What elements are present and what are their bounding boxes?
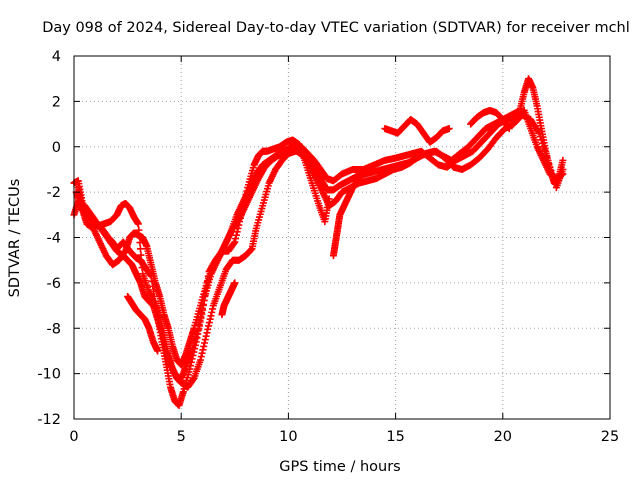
data-point [540,143,548,151]
x-tick-label: 15 [386,429,404,445]
y-axis-label: SDTVAR / TECUs [7,179,23,298]
data-point [231,279,239,287]
data-point [134,220,142,228]
data-point [549,173,557,181]
data-point [504,123,512,131]
data-point [204,325,212,333]
y-tick-label: -4 [47,231,61,247]
data-point [232,235,240,243]
data-point [202,332,210,340]
data-point [559,156,567,164]
x-axis-label: GPS time / hours [279,459,400,475]
data-point [361,167,369,175]
data-point [505,125,513,133]
series-trace-6 [218,279,239,319]
y-tick-label: 4 [52,49,61,65]
axis-ticks: 0 5 10 15 20 25 -12 -10 -8 -6 -4 -2 0 2 4 [37,49,619,445]
data-point [559,165,567,173]
data-point [543,153,551,161]
data-point [197,353,205,361]
data-point [537,136,545,144]
series-trace-7 [329,165,370,260]
x-tick-label: 20 [494,429,512,445]
y-tick-label: 2 [52,94,61,110]
data-point [362,165,370,173]
data-point [209,305,217,313]
data-point [137,251,145,259]
data-point [546,163,554,171]
data-point [203,329,211,337]
y-tick-label: -6 [47,276,61,292]
data-point [548,170,556,178]
data-point [206,315,214,323]
data-point [547,167,555,175]
data-point [138,257,146,265]
data-point [445,125,453,133]
data-point [205,319,213,327]
data-point [541,146,549,154]
series-trace-5 [124,292,162,355]
x-tick-label: 10 [279,429,297,445]
data-point [544,156,552,164]
y-tick-label: -2 [47,185,61,201]
data-point [207,312,215,320]
series-trace-9 [467,106,513,133]
series-trace-8 [381,116,453,146]
x-tick-label: 0 [69,429,78,445]
x-tick-label: 5 [177,429,186,445]
data-point [136,245,144,253]
data-point [198,349,206,357]
data-point [196,356,204,364]
data-point [200,342,208,350]
y-tick-label: -12 [37,412,61,428]
data-point [232,231,240,239]
data-point [542,150,550,158]
data-point [154,347,162,355]
series-trace-3 [70,75,567,384]
y-tick-label: -10 [37,367,61,383]
data-point [538,139,546,147]
series-trace-1 [70,136,333,409]
data-point [208,308,216,316]
data-point [201,336,209,344]
x-tick-label: 25 [601,429,619,445]
grid [74,56,610,419]
y-tick-label: -8 [47,321,61,337]
data-points [70,75,567,409]
y-tick-label: 0 [52,140,61,156]
data-point [535,129,543,137]
chart-title: Day 098 of 2024, Sidereal Day-to-day VTE… [42,20,630,36]
data-point [545,160,553,168]
data-point [201,339,209,347]
data-point [138,264,146,272]
data-point [536,133,544,141]
data-point [233,228,241,236]
series-trace-4 [74,111,567,369]
data-point [247,246,255,254]
data-point [230,239,238,247]
data-point [205,322,213,330]
data-point [199,346,207,354]
data-point [231,238,239,246]
